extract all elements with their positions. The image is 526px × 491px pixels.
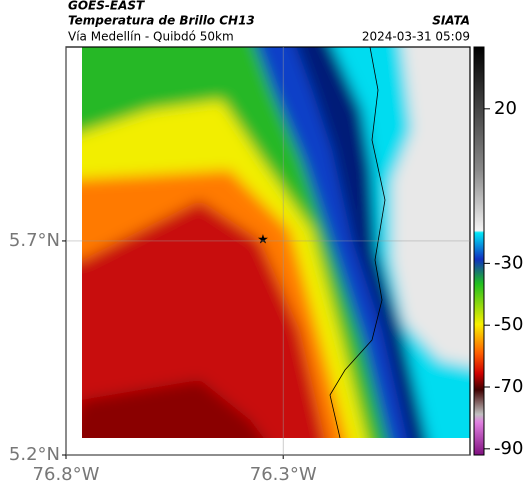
brightness-field — [82, 47, 470, 438]
satellite: GOES-EAST — [68, 0, 145, 13]
product: Temperatura de Brillo CH13 — [68, 14, 255, 28]
timestamp: 2024-03-31 05:09 — [362, 30, 470, 44]
colorbar-tick-label: -50 — [494, 314, 523, 335]
x-tick-label: 76.8°W — [33, 464, 100, 485]
colorbar-tick-label: 20 — [494, 98, 517, 119]
x-tick-label: 76.3°W — [250, 464, 317, 485]
region: Vía Medellín - Quibdó 50km — [68, 30, 234, 44]
colorbar-tick-label: -30 — [494, 252, 523, 273]
colorbar-tick-label: -90 — [494, 438, 523, 459]
y-tick-label: 5.2°N — [9, 444, 60, 465]
colorbar — [473, 46, 485, 456]
location-marker: ★ — [257, 233, 269, 248]
colorbar-tick-label: -70 — [494, 376, 523, 397]
source: SIATA — [432, 14, 470, 28]
y-tick-label: 5.7°N — [9, 230, 60, 251]
